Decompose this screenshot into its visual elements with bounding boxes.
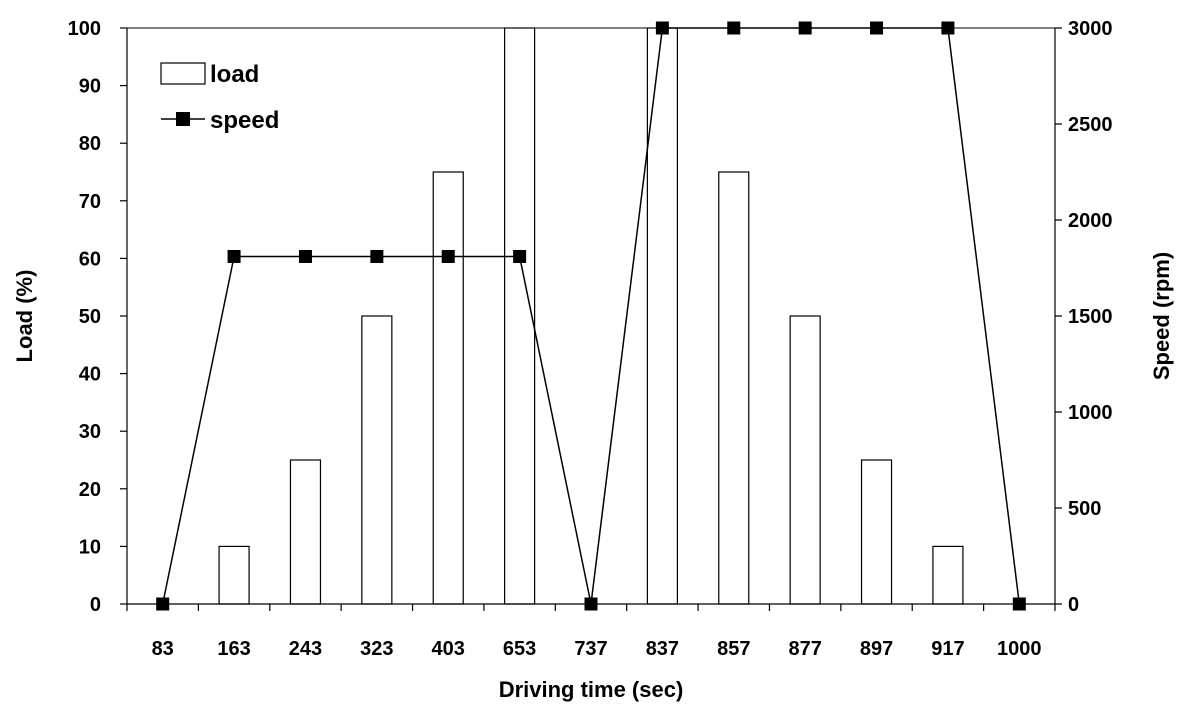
legend-load-swatch bbox=[160, 62, 206, 85]
y-tick-label: 50 bbox=[79, 306, 101, 328]
x-tick-label: 163 bbox=[217, 638, 250, 660]
y2-tick-label: 1500 bbox=[1068, 306, 1113, 328]
line-layer bbox=[156, 21, 1026, 611]
ticks-layer: 0102030405060708090100050010001500200025… bbox=[68, 18, 1113, 660]
y2-tick-label: 2000 bbox=[1068, 210, 1113, 232]
speed-marker bbox=[870, 21, 884, 35]
y2-tick-label: 500 bbox=[1068, 498, 1101, 520]
bars-layer bbox=[218, 27, 964, 605]
y2-tick-label: 2500 bbox=[1068, 114, 1113, 136]
load-bar bbox=[646, 27, 678, 605]
y-tick-label: 70 bbox=[79, 191, 101, 213]
speed-marker bbox=[227, 249, 241, 263]
y-tick-label: 30 bbox=[79, 421, 101, 443]
x-tick-label: 403 bbox=[432, 638, 465, 660]
y-tick-label: 40 bbox=[79, 364, 101, 386]
x-tick-label: 877 bbox=[788, 638, 821, 660]
y2-tick-label: 1000 bbox=[1068, 402, 1113, 424]
speed-marker bbox=[513, 249, 527, 263]
legend: load speed bbox=[160, 61, 279, 134]
y-tick-label: 100 bbox=[68, 18, 101, 40]
load-bar bbox=[789, 315, 821, 605]
y-tick-label: 10 bbox=[79, 536, 101, 558]
legend-speed-marker bbox=[176, 112, 190, 126]
speed-marker bbox=[941, 21, 955, 35]
x-tick-label: 243 bbox=[289, 638, 322, 660]
speed-marker bbox=[798, 21, 812, 35]
y-tick-label: 0 bbox=[90, 594, 101, 616]
x-tick-label: 917 bbox=[931, 638, 964, 660]
load-bar bbox=[432, 171, 464, 605]
legend-speed-label: speed bbox=[210, 107, 279, 134]
x-tick-label: 83 bbox=[152, 638, 174, 660]
x-tick-label: 837 bbox=[646, 638, 679, 660]
y2-tick-label: 3000 bbox=[1068, 18, 1113, 40]
x-tick-label: 1000 bbox=[997, 638, 1042, 660]
load-bar bbox=[218, 545, 250, 605]
speed-marker bbox=[370, 249, 384, 263]
y-tick-label: 80 bbox=[79, 133, 101, 155]
load-bar bbox=[289, 459, 322, 605]
y-tick-label: 20 bbox=[79, 479, 101, 501]
speed-marker bbox=[727, 21, 741, 35]
load-bar bbox=[718, 171, 750, 605]
speed-marker bbox=[655, 21, 669, 35]
speed-marker bbox=[298, 249, 312, 263]
load-bar bbox=[361, 315, 393, 605]
x-tick-label: 897 bbox=[860, 638, 893, 660]
legend-load-label: load bbox=[210, 61, 259, 88]
x-tick-label: 653 bbox=[503, 638, 536, 660]
speed-marker bbox=[441, 249, 455, 263]
y2-axis-title: Speed (rpm) bbox=[1149, 252, 1174, 380]
y-axis-title: Load (%) bbox=[12, 270, 37, 363]
load-bar bbox=[860, 459, 893, 605]
load-bar bbox=[504, 27, 536, 605]
speed-marker bbox=[1012, 597, 1026, 611]
y-tick-label: 90 bbox=[79, 76, 101, 98]
speed-marker bbox=[584, 597, 598, 611]
load-bar bbox=[932, 545, 964, 605]
x-tick-label: 857 bbox=[717, 638, 750, 660]
y-tick-label: 60 bbox=[79, 248, 101, 270]
y2-tick-label: 0 bbox=[1068, 594, 1079, 616]
speed-marker bbox=[156, 597, 170, 611]
x-tick-label: 323 bbox=[360, 638, 393, 660]
x-tick-label: 737 bbox=[574, 638, 607, 660]
x-axis-title: Driving time (sec) bbox=[499, 677, 684, 702]
